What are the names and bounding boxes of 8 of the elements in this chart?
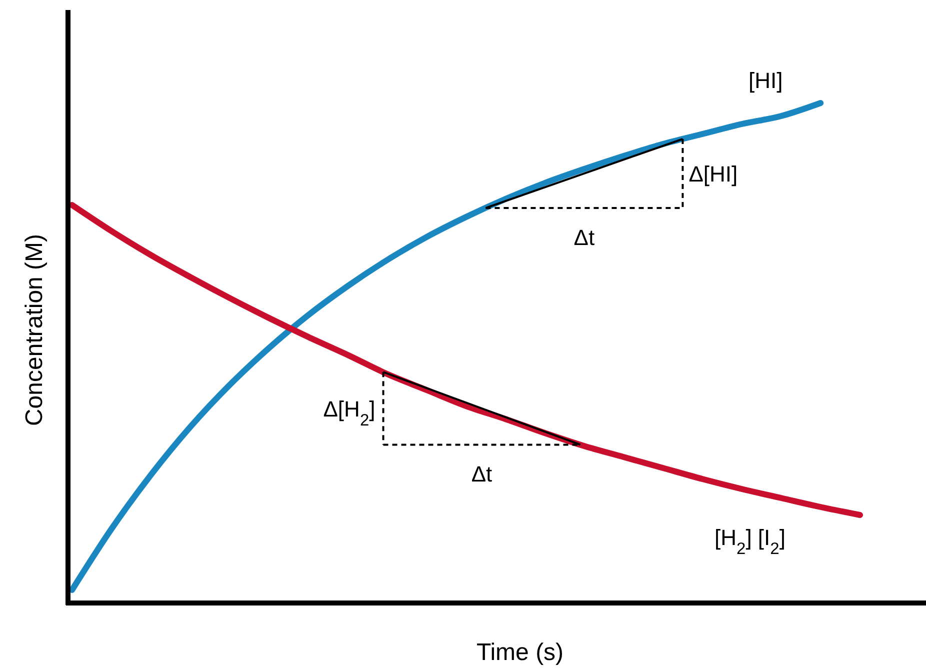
- y-axis-title: Concentration (M): [21, 234, 48, 426]
- x-axis-title: Time (s): [476, 639, 564, 666]
- annotation: Δ[HI]: [688, 162, 738, 186]
- annotation: Δt: [574, 225, 595, 250]
- series-label: [H$_{2}$] [I$_{2}$]: [714, 525, 786, 558]
- annotation: Δt: [471, 462, 492, 487]
- annotation: Δ[H$_{2}$]: [323, 396, 376, 430]
- series-label: [HI]: [748, 68, 783, 93]
